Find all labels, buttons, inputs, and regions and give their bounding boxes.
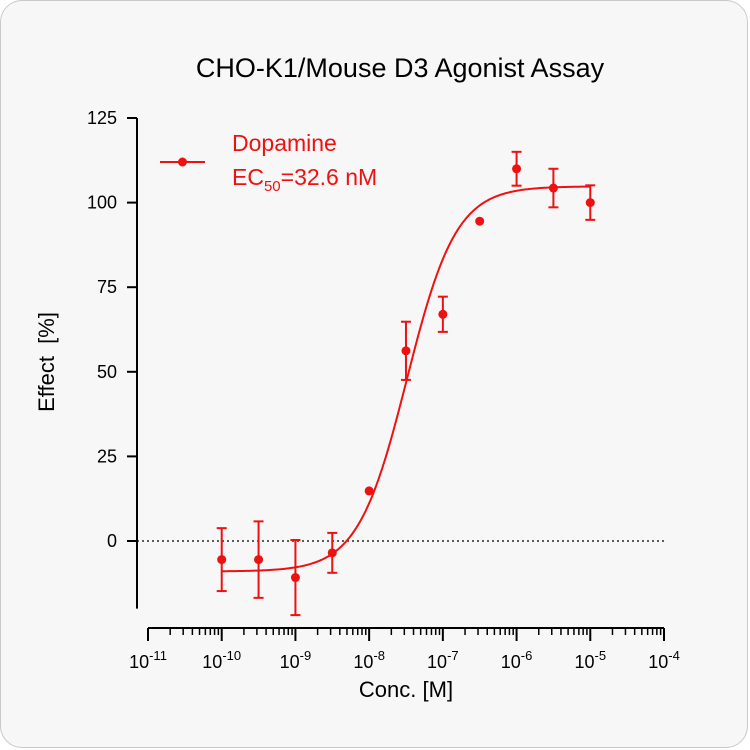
x-axis-label: Conc. [M]	[359, 677, 453, 702]
x-tick-base: 10	[129, 652, 149, 672]
x-tick-label: 10-11	[129, 648, 167, 672]
y-tick-label: 75	[97, 277, 117, 297]
x-tick-label: 10-7	[427, 648, 459, 672]
data-point	[254, 555, 264, 565]
data-point	[585, 198, 595, 208]
data-point	[401, 346, 411, 356]
y-tick-label: 125	[87, 108, 117, 128]
x-tick-base: 10	[574, 652, 594, 672]
x-tick-base: 10	[280, 652, 300, 672]
x-tick-exponent: -7	[447, 648, 459, 663]
x-tick-exponent: -11	[149, 648, 167, 663]
x-tick-base: 10	[202, 652, 222, 672]
x-tick-label: 10-6	[501, 648, 533, 672]
y-tick-label: 25	[97, 446, 117, 466]
y-axis-label: Effect [%]	[34, 312, 59, 412]
x-tick-exponent: -10	[222, 648, 241, 663]
data-point	[475, 216, 485, 226]
data-point	[217, 555, 227, 565]
legend: Dopamine EC50=32.6 nM	[160, 130, 377, 195]
data-point	[327, 548, 337, 558]
data-point	[290, 573, 300, 583]
legend-series-name: Dopamine	[232, 130, 337, 156]
x-tick-exponent: -8	[373, 648, 385, 663]
legend-ec-subscript: 50	[264, 178, 281, 195]
x-tick-label: 10-4	[648, 648, 680, 672]
chart-marks	[137, 150, 664, 617]
x-tick-exponent: -5	[595, 648, 607, 663]
x-tick-exponent: -4	[668, 648, 680, 663]
x-tick-label: 10-5	[574, 648, 606, 672]
data-point	[364, 486, 374, 496]
x-tick-base: 10	[427, 652, 447, 672]
x-tick-base: 10	[648, 652, 668, 672]
x-tick-base: 10	[353, 652, 373, 672]
x-tick-exponent: -9	[300, 648, 312, 663]
data-point	[548, 183, 558, 193]
fit-curve	[221, 185, 591, 573]
x-tick-label: 10-9	[280, 648, 312, 672]
y-tick-label: 100	[87, 193, 117, 213]
chart-title: CHO-K1/Mouse D3 Agonist Assay	[196, 53, 605, 83]
x-tick-label: 10-10	[202, 648, 241, 672]
legend-ec-prefix: EC	[232, 164, 264, 190]
y-tick-label: 50	[97, 362, 117, 382]
legend-ec50: EC50=32.6 nM	[232, 164, 377, 195]
legend-ec-value: =32.6 nM	[281, 164, 378, 190]
data-point	[438, 309, 448, 319]
x-tick-base: 10	[501, 652, 521, 672]
x-tick-label: 10-8	[353, 648, 385, 672]
x-tick-exponent: -6	[521, 648, 533, 663]
data-point	[512, 164, 522, 174]
y-tick-label: 0	[107, 531, 117, 551]
legend-marker	[178, 157, 187, 167]
